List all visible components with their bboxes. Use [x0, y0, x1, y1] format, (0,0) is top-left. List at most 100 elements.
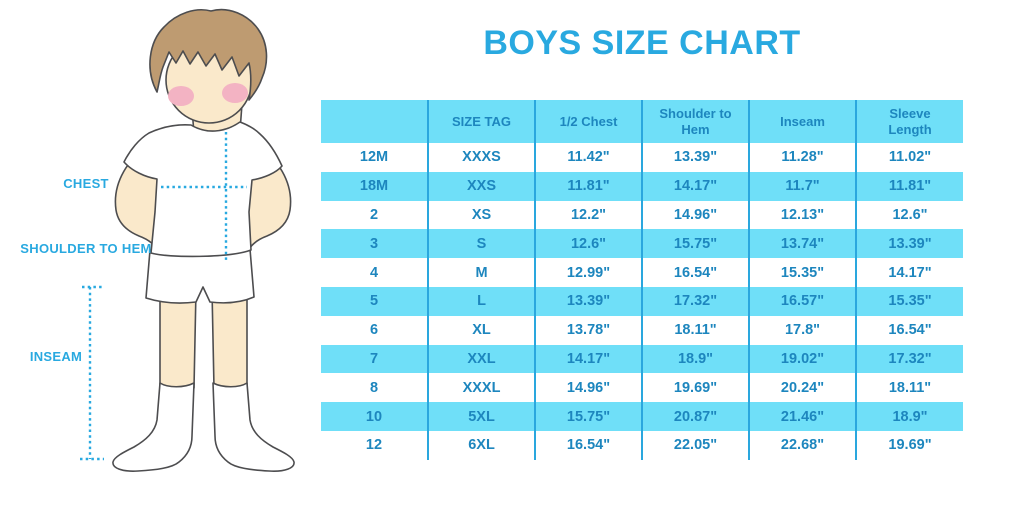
table-cell: 13.39" — [855, 229, 963, 259]
table-cell: 5XL — [427, 402, 535, 431]
table-row: 3 S 12.6" 15.75" 13.74" 13.39" — [321, 229, 963, 259]
table-cell: XXXL — [427, 373, 535, 403]
table-cell: 16.54" — [534, 430, 642, 460]
table-cell: 16.54" — [855, 315, 963, 345]
boy-figure-svg — [80, 8, 295, 472]
table-cell: 15.35" — [855, 286, 963, 316]
table-cell: 18.9" — [641, 344, 749, 374]
table-cell: XXS — [427, 171, 535, 201]
table-cell: 17.32" — [641, 286, 749, 316]
table-cell: XL — [427, 315, 535, 345]
table-cell: 11.81" — [534, 171, 642, 201]
table-cell: 11.7" — [748, 171, 856, 201]
table-cell: 12.99" — [534, 258, 642, 287]
column-header: SIZE TAG — [427, 100, 535, 143]
table-cell: XXXS — [427, 143, 535, 172]
table-row: 10 5XL 15.75" 20.87" 21.46" 18.9" — [321, 402, 963, 431]
table-cell: 12.13" — [748, 200, 856, 230]
table-cell: 18.9" — [855, 402, 963, 431]
right-blush — [222, 83, 248, 103]
table-row: 12 6XL 16.54" 22.05" 22.68" 19.69" — [321, 430, 963, 460]
table-cell: 21.46" — [748, 402, 856, 431]
table-cell: 6XL — [427, 430, 535, 460]
table-cell: 14.17" — [855, 258, 963, 287]
table-cell: 22.68" — [748, 430, 856, 460]
left-leg — [159, 289, 197, 391]
column-header: Shoulder to Hem — [641, 100, 749, 143]
table-cell: 14.96" — [641, 200, 749, 230]
table-cell: 20.87" — [641, 402, 749, 431]
table-cell: M — [427, 258, 535, 287]
t-shirt — [123, 121, 283, 258]
right-sock — [212, 382, 295, 472]
table-cell: S — [427, 229, 535, 259]
table-cell: 15.35" — [748, 258, 856, 287]
table-cell: 11.81" — [855, 171, 963, 201]
inseam-label: INSEAM — [29, 349, 83, 364]
table-cell: 18.11" — [641, 315, 749, 345]
table-cell: XXL — [427, 344, 535, 374]
table-cell: 12.2" — [534, 200, 642, 230]
table-cell: 13.78" — [534, 315, 642, 345]
table-cell: 14.17" — [641, 171, 749, 201]
column-header: Sleeve Length — [855, 100, 963, 143]
column-header: 1/2 Chest — [534, 100, 642, 143]
table-cell: 12.6" — [855, 200, 963, 230]
table-cell: 3 — [321, 229, 428, 259]
table-cell: 7 — [321, 344, 428, 374]
table-cell: 12 — [321, 430, 428, 460]
table-row: 18M XXS 11.81" 14.17" 11.7" 11.81" — [321, 171, 963, 201]
table-cell: 5 — [321, 286, 428, 316]
size-chart-table: SIZE TAG 1/2 Chest Shoulder to Hem Inseam Sl… — [321, 100, 963, 460]
table-cell: 17.8" — [748, 315, 856, 345]
page-title: BOYS SIZE CHART — [483, 24, 801, 62]
table-cell: 22.05" — [641, 430, 749, 460]
table-cell: L — [427, 286, 535, 316]
table-cell: 15.75" — [641, 229, 749, 259]
table-cell: 16.54" — [641, 258, 749, 287]
table-cell: 16.57" — [748, 286, 856, 316]
shoulder-to-hem-label: SHOULDER TO HEM — [20, 241, 152, 256]
table-cell: 2 — [321, 200, 428, 230]
hair — [149, 8, 268, 101]
right-leg — [211, 289, 248, 391]
table-cell: 13.74" — [748, 229, 856, 259]
table-cell: 11.42" — [534, 143, 642, 172]
column-header: Inseam — [748, 100, 856, 143]
table-cell: 11.28" — [748, 143, 856, 172]
table-cell: 19.69" — [855, 430, 963, 460]
table-cell: 18.11" — [855, 373, 963, 403]
table-cell: 10 — [321, 402, 428, 431]
table-cell: 13.39" — [641, 143, 749, 172]
table-cell: 13.39" — [534, 286, 642, 316]
header-row: SIZE TAG 1/2 Chest Shoulder to Hem Inseam Sl… — [321, 100, 963, 143]
table-cell: 11.02" — [855, 143, 963, 172]
table-row: 6 XL 13.78" 18.11" 17.8" 16.54" — [321, 315, 963, 345]
table-cell: 20.24" — [748, 373, 856, 403]
table-row: 7 XXL 14.17" 18.9" 19.02" 17.32" — [321, 344, 963, 374]
table-cell: 18M — [321, 171, 428, 201]
table-cell: 17.32" — [855, 344, 963, 374]
boy-illustration: CHEST SHOULDER TO HEM INSEAM — [0, 0, 320, 512]
table-cell: 4 — [321, 258, 428, 287]
table-cell: 14.96" — [534, 373, 642, 403]
table-cell: 6 — [321, 315, 428, 345]
table-cell: 19.02" — [748, 344, 856, 374]
table-row: 12M XXXS 11.42" 13.39" 11.28" 11.02" — [321, 143, 963, 172]
table-row: 4 M 12.99" 16.54" 15.35" 14.17" — [321, 258, 963, 287]
table-cell: 8 — [321, 373, 428, 403]
table-cell: 15.75" — [534, 402, 642, 431]
table-row: 5 L 13.39" 17.32" 16.57" 15.35" — [321, 286, 963, 316]
table-row: 8 XXXL 14.96" 19.69" 20.24" 18.11" — [321, 373, 963, 403]
left-blush — [168, 86, 194, 106]
table-cell: XS — [427, 200, 535, 230]
left-sock — [112, 382, 195, 472]
table-body: 12M XXXS 11.42" 13.39" 11.28" 11.02" 18M XXS 11.… — [321, 143, 963, 460]
table-row: 2 XS 12.2" 14.96" 12.13" 12.6" — [321, 200, 963, 230]
table-cell: 14.17" — [534, 344, 642, 374]
table-cell: 19.69" — [641, 373, 749, 403]
chest-label: CHEST — [63, 176, 109, 191]
table-header: SIZE TAG 1/2 Chest Shoulder to Hem Inseam Sl… — [321, 100, 963, 143]
column-header — [321, 100, 428, 143]
